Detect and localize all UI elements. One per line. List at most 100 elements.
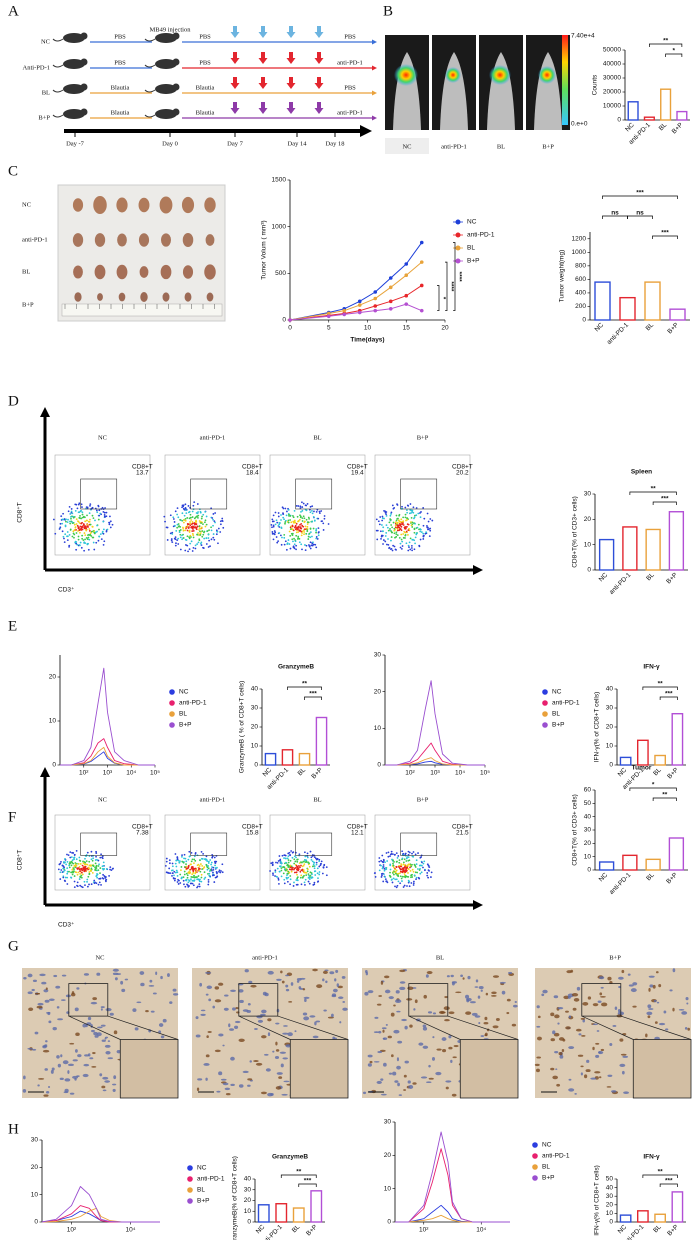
cell bbox=[484, 1016, 488, 1021]
point bbox=[404, 302, 409, 306]
event bbox=[404, 852, 407, 855]
event bbox=[96, 524, 98, 527]
cell bbox=[169, 1001, 173, 1004]
event bbox=[395, 869, 398, 872]
cell bbox=[302, 988, 306, 991]
event bbox=[78, 516, 81, 519]
event bbox=[78, 856, 81, 859]
cell bbox=[214, 986, 220, 990]
injection-arrow bbox=[258, 77, 268, 89]
event bbox=[402, 861, 405, 864]
mouse-head bbox=[80, 108, 88, 116]
y-tick-label: 30000 bbox=[603, 75, 621, 82]
cell bbox=[364, 970, 368, 974]
zoom-line bbox=[68, 1015, 121, 1040]
cell bbox=[652, 984, 656, 989]
event bbox=[66, 867, 69, 870]
event bbox=[202, 546, 204, 549]
axis-label: CD3⁺ bbox=[58, 922, 75, 929]
event bbox=[217, 542, 219, 545]
event bbox=[382, 526, 385, 529]
cell bbox=[448, 1011, 455, 1015]
cell bbox=[281, 980, 285, 984]
event bbox=[99, 877, 102, 880]
event bbox=[390, 519, 392, 521]
event bbox=[308, 865, 311, 868]
event bbox=[311, 544, 314, 547]
treatment: PBS bbox=[344, 33, 356, 40]
event bbox=[81, 511, 84, 514]
event bbox=[77, 538, 80, 541]
event bbox=[175, 859, 178, 862]
event bbox=[323, 517, 326, 520]
event bbox=[301, 501, 303, 504]
cell bbox=[537, 1015, 541, 1019]
event bbox=[88, 864, 91, 867]
cell bbox=[648, 1008, 654, 1010]
event bbox=[289, 883, 291, 886]
point bbox=[404, 262, 409, 266]
legend-marker bbox=[532, 1153, 538, 1159]
event bbox=[77, 863, 80, 865]
cell bbox=[511, 1023, 517, 1027]
legend-marker bbox=[169, 711, 175, 717]
event bbox=[389, 855, 391, 857]
event bbox=[287, 539, 290, 541]
event bbox=[272, 538, 275, 541]
injection-arrow bbox=[258, 52, 268, 64]
panel-label: B bbox=[383, 3, 393, 19]
x-tick-label: NC bbox=[594, 321, 606, 333]
cell bbox=[44, 1068, 48, 1071]
point bbox=[357, 310, 362, 315]
event bbox=[189, 522, 192, 525]
event bbox=[275, 536, 278, 538]
event bbox=[171, 531, 174, 534]
point bbox=[326, 311, 331, 316]
treatment: PBS bbox=[199, 59, 211, 66]
event bbox=[386, 860, 389, 862]
cell bbox=[288, 1000, 293, 1003]
event bbox=[397, 880, 400, 883]
cell bbox=[649, 984, 654, 988]
event bbox=[415, 876, 418, 879]
cell bbox=[391, 1054, 394, 1058]
event bbox=[282, 866, 284, 869]
tumor bbox=[138, 197, 150, 213]
cell bbox=[195, 1034, 201, 1038]
event bbox=[286, 863, 289, 866]
cell bbox=[276, 1072, 283, 1075]
y-tick-label: 0 bbox=[582, 317, 586, 324]
cell bbox=[681, 1011, 688, 1015]
event bbox=[385, 524, 388, 527]
histogram-curve bbox=[41, 1186, 160, 1223]
x-tick-label: B+P bbox=[665, 572, 679, 586]
event bbox=[80, 885, 83, 888]
event bbox=[179, 518, 182, 521]
cell bbox=[435, 1071, 442, 1076]
event bbox=[314, 874, 317, 876]
plot-title: anti-PD-1 bbox=[200, 796, 226, 803]
event bbox=[396, 504, 399, 506]
cell bbox=[685, 997, 689, 1001]
panel-label: A bbox=[8, 3, 19, 19]
event bbox=[296, 879, 299, 882]
injection-arrow bbox=[314, 26, 324, 38]
event bbox=[317, 877, 319, 880]
event bbox=[80, 868, 83, 871]
event bbox=[212, 868, 215, 871]
cell bbox=[599, 976, 605, 980]
gate-name: CD8+T bbox=[452, 464, 473, 471]
event bbox=[283, 854, 286, 857]
gate bbox=[295, 832, 333, 856]
event bbox=[193, 523, 196, 526]
cell bbox=[296, 980, 300, 983]
treatment: PBS bbox=[114, 59, 126, 66]
event bbox=[83, 880, 86, 883]
event bbox=[178, 531, 181, 533]
event bbox=[76, 868, 79, 870]
event bbox=[198, 879, 201, 882]
event bbox=[279, 859, 281, 862]
event bbox=[407, 872, 409, 874]
event bbox=[295, 522, 298, 525]
event bbox=[110, 869, 113, 872]
